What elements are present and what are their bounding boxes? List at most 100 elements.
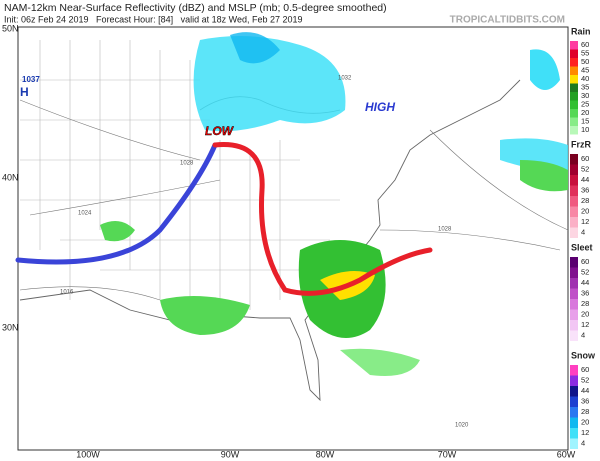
map: 1037 H LOW HIGH 1028 1024 1016 1028 1020… — [15, 26, 569, 451]
legend-label: 30 — [581, 91, 589, 100]
isobar-label: 1028 — [180, 161, 194, 167]
legend-label: 40 — [581, 74, 589, 83]
legend-swatch — [570, 58, 578, 67]
legend-swatch — [570, 164, 578, 175]
legend-label: 15 — [581, 117, 589, 126]
legend-swatch — [570, 407, 578, 418]
isobar-label: 1016 — [60, 290, 74, 296]
legend-title: FrzR — [571, 139, 592, 149]
lat-label: 30N — [2, 322, 19, 332]
lon-label: 60W — [557, 449, 576, 459]
legend-swatch — [570, 267, 578, 278]
legend-swatch — [570, 100, 578, 109]
isobar-label: 1024 — [78, 211, 92, 217]
legend-swatch — [570, 49, 578, 58]
lon-label: 70W — [438, 449, 457, 459]
legend-swatch — [570, 428, 578, 439]
legend-label: 52 — [581, 268, 589, 277]
legend-label: 52 — [581, 165, 589, 174]
lon-label: 100W — [76, 449, 100, 459]
legend-swatch — [570, 438, 578, 449]
legend-title: Snow — [571, 350, 596, 360]
legend-label: 10 — [581, 125, 589, 134]
legend-label: 20 — [581, 207, 589, 216]
legend-swatch — [570, 299, 578, 310]
legend-swatch — [570, 206, 578, 217]
isobars — [19, 99, 569, 301]
legend-swatch — [570, 117, 578, 126]
legend-swatch — [570, 196, 578, 207]
legend-label: 4 — [581, 331, 585, 340]
legend-swatch — [570, 109, 578, 118]
legend-swatch — [570, 92, 578, 101]
legend-label: 44 — [581, 175, 589, 184]
legend-label: 4 — [581, 439, 585, 448]
legend-swatch — [570, 330, 578, 341]
legend-swatch — [570, 83, 578, 92]
legend-swatch — [570, 227, 578, 238]
legend-swatch — [570, 75, 578, 84]
legend-swatch — [570, 175, 578, 186]
legend-label: 60 — [581, 365, 589, 374]
legend-swatch — [570, 278, 578, 289]
legend-label: 28 — [581, 196, 589, 205]
high-pressure: 1037 — [22, 75, 40, 84]
legend-swatch — [570, 41, 578, 50]
lat-label: 50N — [2, 23, 19, 33]
legend-label: 20 — [581, 310, 589, 319]
lon-label: 80W — [316, 449, 335, 459]
subtitle: Init: 06z Feb 24 2019 Forecast Hour: [84… — [4, 14, 303, 24]
isobar-label: 1020 — [455, 423, 469, 429]
warm-front — [212, 142, 433, 296]
legend-label: 44 — [581, 278, 589, 287]
legend-swatch — [570, 66, 578, 75]
legend-label: 45 — [581, 66, 589, 75]
legend-label: 25 — [581, 100, 589, 109]
legend-label: 60 — [581, 257, 589, 266]
legend-label: 36 — [581, 289, 589, 298]
legend-label: 50 — [581, 57, 589, 66]
legend-swatch — [570, 396, 578, 407]
legend-swatch — [570, 375, 578, 386]
legend-label: 28 — [581, 299, 589, 308]
legend-label: 52 — [581, 376, 589, 385]
legend-label: 28 — [581, 407, 589, 416]
legend-label: 36 — [581, 186, 589, 195]
legends: Rain6055504540353025201510FrzR6052443628… — [570, 26, 596, 449]
legend-label: 35 — [581, 83, 589, 92]
legend-label: 60 — [581, 154, 589, 163]
legend-swatch — [570, 309, 578, 320]
legend-swatch — [570, 154, 578, 165]
lat-label: 40N — [2, 172, 19, 182]
isobar-label: 1028 — [438, 227, 452, 233]
legend-label: 60 — [581, 40, 589, 49]
legend-label: 4 — [581, 228, 585, 237]
legend-swatch — [570, 126, 578, 135]
legend-swatch — [570, 288, 578, 299]
lon-label: 90W — [221, 449, 240, 459]
legend-label: 36 — [581, 397, 589, 406]
legend-label: 12 — [581, 217, 589, 226]
legend-swatch — [570, 386, 578, 397]
legend-swatch — [570, 320, 578, 331]
title: NAM-12km Near-Surface Reflectivity (dBZ)… — [4, 2, 387, 14]
legend-title: Rain — [571, 26, 591, 36]
low-label: LOW — [205, 124, 235, 138]
legend-swatch — [570, 417, 578, 428]
legend-swatch — [570, 217, 578, 228]
legend-swatch — [570, 365, 578, 376]
legend-title: Sleet — [571, 242, 593, 252]
credit: TROPICALTIDBITS.COM — [450, 15, 565, 26]
legend-label: 12 — [581, 428, 589, 437]
legend-label: 20 — [581, 418, 589, 427]
legend-label: 44 — [581, 386, 589, 395]
cold-front — [15, 142, 218, 265]
high-label: HIGH — [365, 100, 395, 114]
legend-label: 12 — [581, 320, 589, 329]
legend-swatch — [570, 185, 578, 196]
legend-swatch — [570, 257, 578, 268]
high-symbol: H — [20, 85, 29, 99]
isobar-label: 1032 — [338, 76, 352, 82]
legend-label: 20 — [581, 108, 589, 117]
